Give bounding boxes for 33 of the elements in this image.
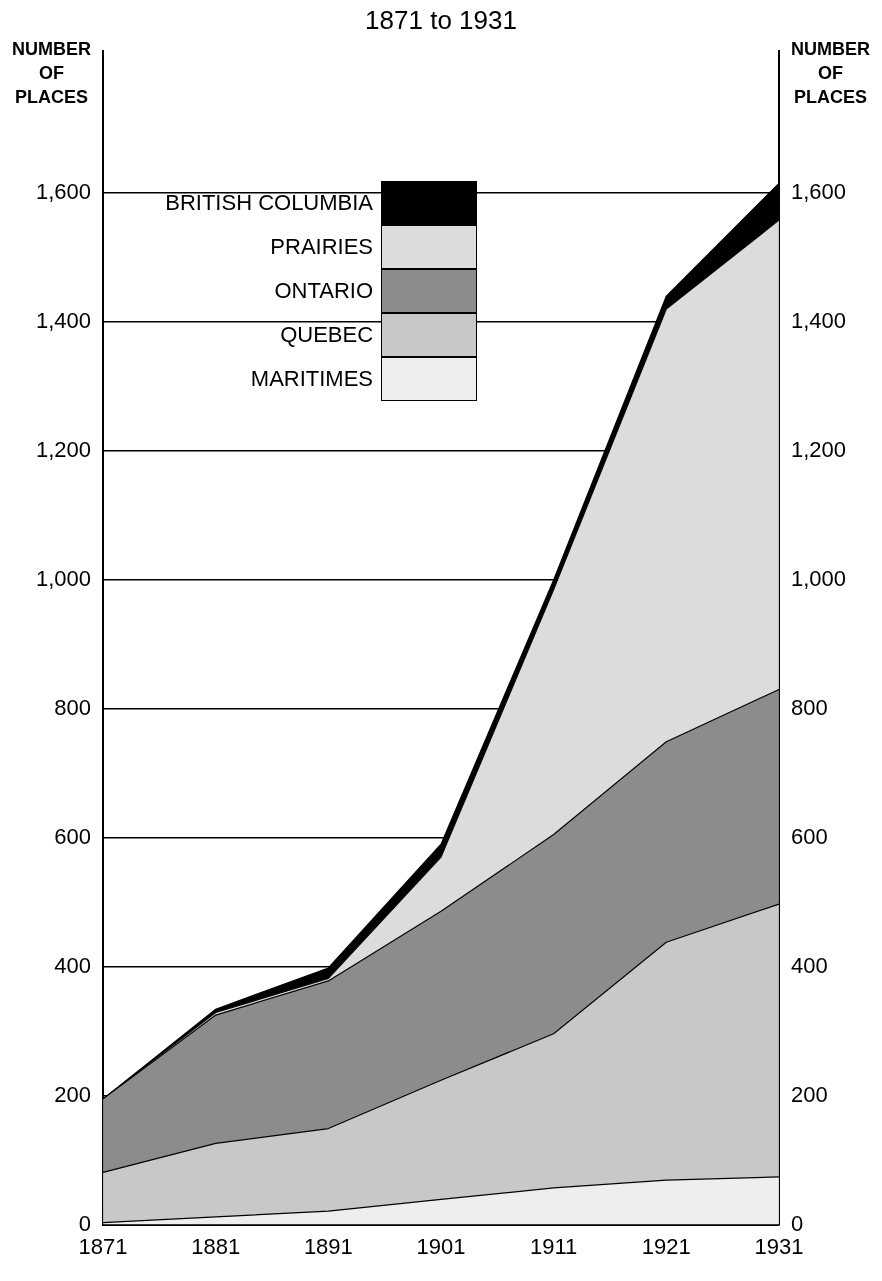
x-tick-label: 1921 [641,1233,691,1259]
y-axis-title: NUMBER OF PLACES [12,39,92,108]
x-tick-label: 1891 [303,1233,353,1259]
y2-axis-title: NUMBER OF PLACES [790,39,870,108]
legend-label: BRITISH COLUMBIA [164,190,375,217]
legend-label: QUEBEC [279,322,375,349]
y2-tick-label: 1,600 [790,179,847,205]
y-tick-label: 1,400 [35,308,92,334]
y2-tick-label: 400 [790,952,828,978]
y2-tick-label: 1,200 [790,436,847,462]
legend-label: MARITIMES [249,366,375,393]
y2-tick-label: 1,400 [790,308,847,334]
y2-tick-label: 0 [790,1210,804,1236]
y-tick-label: 800 [54,694,92,720]
y2-tick-label: 1,000 [790,565,847,591]
y-tick-label: 200 [54,1081,92,1107]
x-tick-label: 1931 [754,1233,804,1259]
legend-label: PRAIRIES [269,234,375,261]
y2-tick-label: 600 [790,823,828,849]
x-tick-label: 1871 [78,1233,128,1259]
x-tick-label: 1881 [191,1233,241,1259]
y-tick-label: 600 [54,823,92,849]
x-tick-label: 1901 [416,1233,466,1259]
legend-label: ONTARIO [273,278,375,305]
y2-tick-label: 800 [790,694,828,720]
y-tick-label: 400 [54,952,92,978]
chart-title: 1871 to 1931 [365,4,517,35]
y2-tick-label: 200 [790,1081,828,1107]
y-tick-label: 1,200 [35,436,92,462]
y-tick-label: 1,000 [35,565,92,591]
y-tick-label: 0 [78,1210,92,1236]
y-tick-label: 1,600 [35,179,92,205]
x-tick-label: 1911 [529,1233,578,1259]
